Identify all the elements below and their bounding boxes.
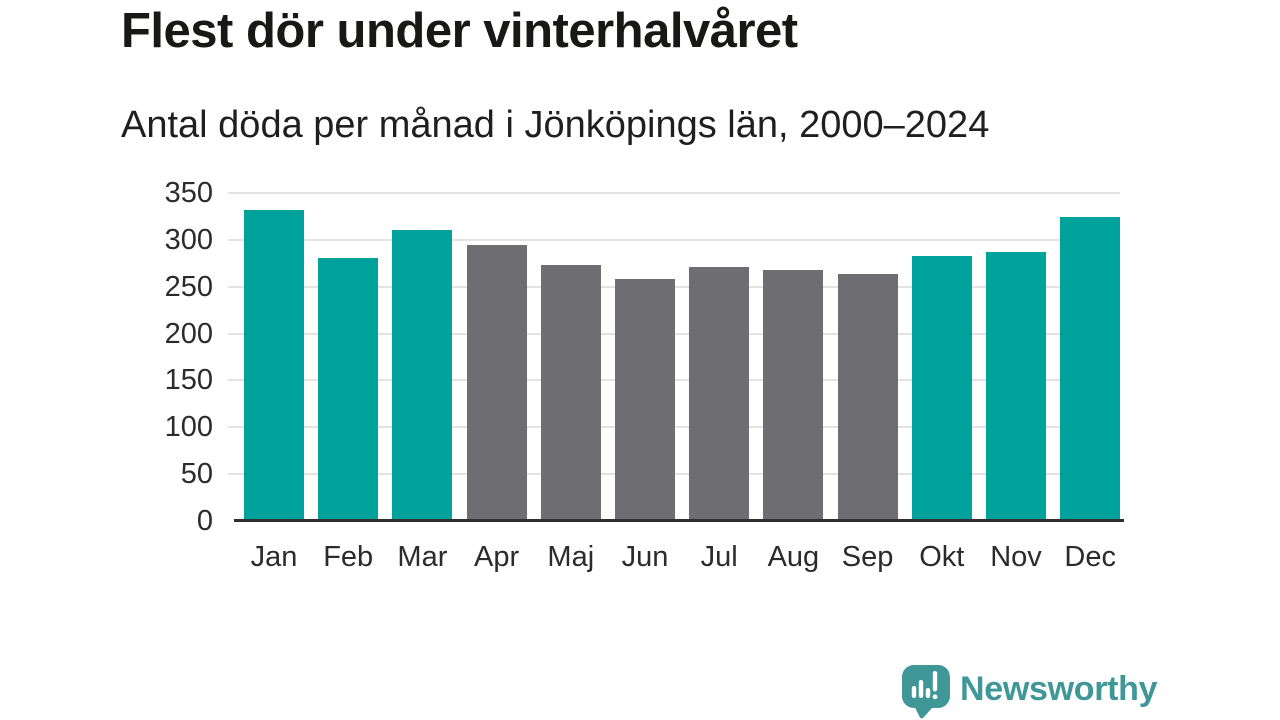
bar-aug bbox=[763, 269, 824, 521]
bar-mar bbox=[392, 229, 453, 521]
x-axis-label-mar: Mar bbox=[397, 541, 448, 573]
gridline-350 bbox=[228, 192, 1120, 194]
x-axis-label-okt: Okt bbox=[919, 541, 965, 573]
y-axis-tick-label-350: 350 bbox=[164, 177, 213, 209]
bar-nov bbox=[986, 252, 1046, 521]
y-axis-tick-label-300: 300 bbox=[164, 223, 213, 256]
y-axis-tick-label-200: 200 bbox=[164, 317, 213, 350]
bar-dec bbox=[1060, 217, 1121, 521]
newsworthy-logo-text: Newsworthy bbox=[960, 670, 1158, 708]
bar-okt bbox=[911, 255, 972, 521]
y-axis-tick-label-0: 0 bbox=[196, 505, 213, 537]
x-axis-label-aug: Aug bbox=[767, 541, 820, 573]
newsworthy-logo-icon bbox=[902, 665, 950, 719]
x-axis-label-jul: Jul bbox=[700, 541, 738, 573]
chart-title: Flest dör under vinterhalvåret bbox=[121, 4, 798, 58]
bar-jun bbox=[615, 279, 675, 521]
bar-feb bbox=[318, 257, 379, 521]
bar-sep bbox=[837, 273, 898, 521]
x-axis-label-maj: Maj bbox=[547, 541, 595, 573]
chart-subtitle: Antal döda per månad i Jönköpings län, 2… bbox=[121, 104, 990, 146]
x-axis-label-apr: Apr bbox=[474, 541, 520, 573]
x-axis-label-nov: Nov bbox=[990, 541, 1042, 573]
x-axis-label-sep: Sep bbox=[841, 541, 894, 573]
bar-jul bbox=[689, 267, 750, 521]
x-axis-line bbox=[234, 519, 1124, 522]
y-axis-tick-label-100: 100 bbox=[164, 411, 213, 444]
x-axis-label-jun: Jun bbox=[621, 541, 669, 573]
y-axis-tick-label-250: 250 bbox=[164, 270, 213, 303]
x-axis-label-feb: Feb bbox=[323, 541, 374, 573]
bar-apr bbox=[466, 245, 527, 521]
y-axis-tick-label-50: 50 bbox=[180, 458, 213, 491]
y-axis-tick-label-150: 150 bbox=[164, 364, 213, 397]
gridline-300 bbox=[228, 238, 1120, 241]
bar-jan bbox=[244, 209, 304, 521]
x-axis-label-dec: Dec bbox=[1064, 541, 1116, 573]
newsworthy-logo: Newsworthy bbox=[902, 665, 1158, 719]
x-axis-label-jan: Jan bbox=[250, 541, 298, 573]
bar-maj bbox=[540, 265, 601, 521]
